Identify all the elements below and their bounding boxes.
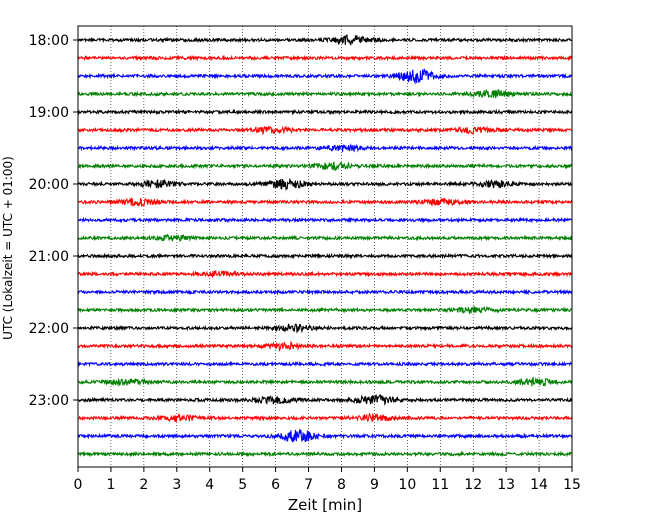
x-tick-label: 13 [497, 477, 515, 493]
seismic-trace [77, 450, 573, 458]
seismic-trace [77, 34, 573, 46]
x-tick-label: 10 [398, 477, 416, 493]
seismic-trace [77, 143, 573, 153]
x-tick-label: 11 [431, 477, 449, 493]
x-tick-label: 12 [464, 477, 482, 493]
x-tick-label: 1 [106, 477, 115, 493]
seismic-trace [77, 376, 573, 387]
seismic-trace [77, 54, 573, 62]
plot-frame [77, 25, 573, 468]
x-axis-ticks: 0 1 2 3 4 5 6 7 8 9 10 11 12 13 14 15 [74, 467, 581, 493]
x-tick-label: 4 [205, 477, 214, 493]
seismic-trace [77, 288, 573, 296]
seismic-trace [77, 108, 573, 116]
y-axis-label: UTC (Lokalzeit = UTC + 01:00) [1, 156, 15, 340]
seismic-trace [77, 67, 573, 85]
y-axis-ticks: 18:00 19:00 20:00 21:00 22:00 23:00 [29, 33, 78, 409]
x-tick-label: 14 [530, 477, 548, 493]
x-tick-label: 15 [563, 477, 581, 493]
x-tick-label: 8 [337, 477, 346, 493]
y-tick-label: 20:00 [29, 177, 69, 193]
x-axis-label: Zeit [min] [288, 496, 362, 514]
seismic-trace [77, 177, 573, 191]
y-tick-label: 22:00 [29, 321, 69, 337]
seismic-trace [77, 269, 573, 279]
seismic-trace [77, 233, 573, 242]
x-tick-label: 2 [139, 477, 148, 493]
seismic-trace [77, 323, 573, 334]
seismic-trace [77, 428, 573, 443]
seismic-trace [77, 412, 573, 423]
y-tick-label: 23:00 [29, 393, 69, 409]
seismic-trace [77, 252, 573, 260]
seismic-trace [77, 216, 573, 224]
seismic-trace [77, 88, 573, 99]
x-tick-label: 9 [370, 477, 379, 493]
seismic-trace [77, 360, 573, 368]
y-tick-label: 19:00 [29, 105, 69, 121]
x-tick-label: 3 [172, 477, 181, 493]
seismic-traces [77, 34, 573, 458]
x-tick-label: 5 [238, 477, 247, 493]
x-tick-label: 0 [74, 477, 83, 493]
x-tick-label: 6 [271, 477, 280, 493]
seismic-trace [77, 305, 573, 315]
seismic-trace [77, 125, 573, 136]
seismic-trace [77, 393, 573, 406]
seismic-trace [77, 340, 573, 352]
y-tick-label: 21:00 [29, 249, 69, 265]
y-tick-label: 18:00 [29, 33, 69, 49]
x-tick-label: 7 [304, 477, 313, 493]
seismic-trace [77, 161, 573, 171]
seismic-trace [77, 197, 573, 208]
